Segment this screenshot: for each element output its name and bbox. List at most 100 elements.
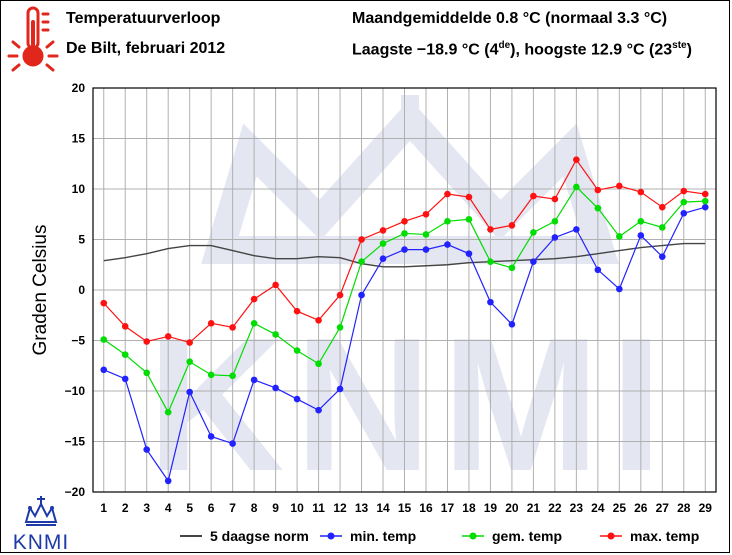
x-tick-label: 2 [122, 501, 129, 515]
y-tick-label: −20 [65, 485, 86, 499]
x-tick-label: 28 [677, 501, 691, 515]
data-point-gem [315, 360, 322, 368]
x-tick-label: 15 [398, 501, 412, 515]
x-tick-label: 13 [355, 501, 369, 515]
data-point-gem [422, 231, 430, 238]
data-point-max [186, 339, 193, 346]
data-point-min [551, 234, 559, 241]
data-point-max [358, 236, 365, 243]
data-point-min [315, 406, 322, 414]
data-point-gem [508, 264, 516, 272]
legend-label-max: max. temp [630, 528, 699, 544]
x-tick-label: 6 [208, 501, 215, 515]
x-tick-label: 21 [527, 501, 541, 515]
data-point-max [530, 192, 537, 200]
data-point-min [250, 376, 258, 384]
x-tick-label: 23 [570, 501, 584, 515]
data-point-min [573, 226, 580, 233]
data-point-min [465, 250, 473, 257]
data-point-gem [121, 351, 129, 358]
extremes-sup-2: ste [672, 40, 687, 51]
knmi-logo-text: KNMI [13, 531, 70, 552]
data-point-min [207, 433, 215, 440]
data-point-max [293, 307, 301, 315]
data-point-min [401, 246, 408, 253]
data-point-gem [164, 408, 172, 416]
data-point-min [293, 395, 301, 403]
extremes-suffix: ) [686, 41, 692, 59]
data-point-gem [487, 258, 494, 266]
data-point-min [701, 203, 709, 211]
data-point-max [143, 338, 151, 345]
data-point-gem [250, 320, 258, 327]
data-point-max [680, 187, 688, 195]
extremes-text: Laagste −18.9 °C (4de), hoogste 12.9 °C … [352, 40, 692, 59]
data-point-gem [336, 324, 344, 331]
data-point-min [530, 258, 537, 266]
data-point-max [487, 226, 494, 233]
knmi-logo: KNMI [13, 496, 70, 552]
data-point-max [637, 188, 645, 196]
data-point-min [487, 298, 494, 306]
data-point-min [444, 241, 451, 248]
data-point-gem [551, 218, 559, 225]
x-tick-label: 20 [505, 501, 519, 515]
data-point-max [422, 210, 430, 218]
x-tick-label: 12 [333, 501, 347, 515]
data-point-gem [358, 258, 365, 266]
data-point-gem [616, 233, 623, 240]
extremes-sup-1: de [498, 40, 511, 51]
x-tick-label: 19 [484, 501, 498, 515]
data-point-min [358, 291, 365, 299]
data-point-min [336, 385, 344, 393]
data-point-gem [379, 240, 387, 247]
x-tick-label: 11 [312, 501, 325, 515]
data-point-gem [207, 371, 215, 379]
data-point-min [508, 321, 516, 328]
legend-marker-max [607, 532, 615, 540]
x-tick-label: 17 [441, 501, 455, 515]
x-tick-label: 27 [656, 501, 670, 515]
legend-marker-min [327, 532, 335, 540]
data-point-gem [530, 229, 537, 236]
data-point-gem [293, 347, 301, 354]
data-point-max [100, 299, 108, 307]
monthly-average-text: Maandgemiddelde 0.8 °C (normaal 3.3 °C) [352, 10, 668, 27]
y-tick-label: 10 [72, 182, 86, 196]
x-tick-label: 3 [143, 501, 150, 515]
data-point-max [444, 190, 451, 198]
data-point-max [336, 291, 344, 299]
data-point-max [401, 218, 408, 225]
data-point-gem [680, 198, 688, 206]
data-point-max [616, 182, 623, 190]
watermark-text: KNMI [147, 299, 672, 511]
data-point-min [422, 246, 430, 253]
data-point-gem [594, 204, 602, 212]
data-point-min [594, 266, 602, 274]
data-point-gem [637, 218, 645, 225]
legend-label-gem: gem. temp [492, 528, 562, 544]
y-tick-label: 15 [72, 132, 86, 146]
y-tick-label: −5 [71, 334, 85, 348]
data-point-max [551, 195, 559, 203]
y-axis-label: Graden Celsius [30, 225, 51, 356]
data-point-min [637, 232, 645, 239]
data-point-gem [701, 197, 709, 205]
data-point-min [379, 255, 387, 262]
data-point-max [379, 227, 387, 234]
data-point-min [143, 446, 151, 453]
data-point-min [272, 384, 279, 392]
x-tick-label: 29 [699, 501, 713, 515]
data-point-max [164, 333, 172, 340]
data-point-min [229, 440, 236, 447]
chart-subtitle: De Bilt, februari 2012 [66, 40, 226, 57]
data-point-max [465, 193, 473, 201]
data-point-min [186, 388, 193, 396]
x-tick-label: 4 [165, 501, 172, 515]
x-tick-label: 18 [462, 501, 476, 515]
x-tick-label: 7 [229, 501, 236, 515]
series-line-norm [103, 242, 706, 268]
data-point-max [701, 190, 709, 198]
x-tick-label: 24 [591, 501, 605, 515]
